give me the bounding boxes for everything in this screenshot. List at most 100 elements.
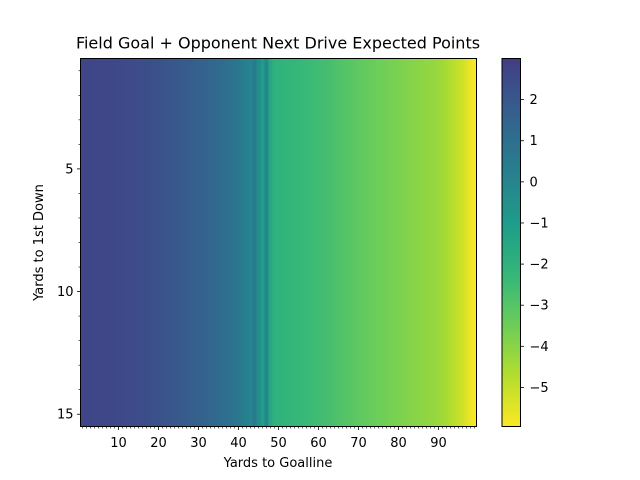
heatmap-column	[104, 58, 109, 427]
colorbar-tick-label: −1	[530, 216, 549, 231]
heatmap-column	[268, 58, 273, 427]
heatmap-column	[208, 58, 213, 427]
colorbar-tick-label: −3	[530, 299, 549, 314]
heatmap-column	[432, 58, 437, 427]
x-tick-label: 50	[270, 436, 287, 451]
x-tick-label: 20	[150, 436, 167, 451]
heatmap-column	[452, 58, 457, 427]
heatmap-column	[364, 58, 369, 427]
heatmap-column	[428, 58, 433, 427]
chart-title: Field Goal + Opponent Next Drive Expecte…	[76, 34, 480, 53]
heatmap-column	[316, 58, 321, 427]
heatmap-column	[200, 58, 205, 427]
heatmap-column	[380, 58, 385, 427]
heatmap-column	[96, 58, 101, 427]
heatmap-column	[308, 58, 313, 427]
heatmap-column	[388, 58, 393, 427]
heatmap-column	[256, 58, 261, 427]
heatmap-column	[224, 58, 229, 427]
heatmap-column	[120, 58, 125, 427]
heatmap-column	[156, 58, 161, 427]
heatmap-column	[152, 58, 157, 427]
heatmap-column	[288, 58, 293, 427]
heatmap-column	[92, 58, 97, 427]
heatmap-column	[176, 58, 181, 427]
heatmap-column	[396, 58, 401, 427]
heatmap-column	[180, 58, 185, 427]
heatmap-column	[244, 58, 249, 427]
x-tick-label: 90	[430, 436, 447, 451]
heatmap-column	[112, 58, 117, 427]
heatmap-column	[360, 58, 365, 427]
heatmap-column	[320, 58, 325, 427]
heatmap-column	[88, 58, 93, 427]
x-tick-label: 60	[310, 436, 327, 451]
x-tick-label: 80	[390, 436, 407, 451]
heatmap-column	[296, 58, 301, 427]
heatmap-column	[116, 58, 121, 427]
heatmap-column	[184, 58, 189, 427]
heatmap-column	[392, 58, 397, 427]
heatmap-column	[376, 58, 381, 427]
heatmap-column	[292, 58, 297, 427]
colorbar-tick-label: 1	[530, 134, 538, 149]
heatmap-column	[312, 58, 317, 427]
heatmap-column	[136, 58, 141, 427]
heatmap-column	[344, 58, 349, 427]
heatmap-column	[404, 58, 409, 427]
heatmap-column	[216, 58, 221, 427]
heatmap	[80, 58, 477, 427]
heatmap-column	[444, 58, 449, 427]
colorbar	[501, 58, 521, 427]
heatmap-column	[172, 58, 177, 427]
heatmap-column	[408, 58, 413, 427]
heatmap-column	[460, 58, 465, 427]
heatmap-column	[448, 58, 453, 427]
x-tick-label: 40	[230, 436, 247, 451]
heatmap-column	[260, 58, 265, 427]
heatmap-column	[220, 58, 225, 427]
heatmap-column	[368, 58, 373, 427]
heatmap-column	[252, 58, 257, 427]
colorbar-tick-label: −4	[530, 340, 549, 355]
heatmap-column	[272, 58, 277, 427]
y-tick-label: 5	[65, 162, 73, 177]
heatmap-column	[464, 58, 469, 427]
heatmap-column	[468, 58, 473, 427]
heatmap-column	[328, 58, 333, 427]
heatmap-column	[168, 58, 173, 427]
y-tick-label: 15	[57, 408, 74, 423]
heatmap-column	[400, 58, 405, 427]
heatmap-column	[352, 58, 357, 427]
x-axis-label: Yards to Goalline	[223, 456, 333, 471]
heatmap-column	[300, 58, 305, 427]
heatmap-column	[264, 58, 269, 427]
heatmap-column	[160, 58, 165, 427]
heatmap-column	[424, 58, 429, 427]
heatmap-column	[420, 58, 425, 427]
heatmap-column	[148, 58, 153, 427]
heatmap-column	[196, 58, 201, 427]
x-tick-label: 10	[110, 436, 127, 451]
heatmap-column	[472, 58, 477, 427]
heatmap-column	[144, 58, 149, 427]
heatmap-column	[412, 58, 417, 427]
x-axis: 10 20 30 40 50 60 70 80 90	[82, 426, 475, 451]
heatmap-column	[324, 58, 329, 427]
heatmap-column	[384, 58, 389, 427]
heatmap-column	[372, 58, 377, 427]
heatmap-column	[192, 58, 197, 427]
colorbar-tick-label: 2	[530, 93, 538, 108]
heatmap-column	[456, 58, 461, 427]
heatmap-column	[436, 58, 441, 427]
heatmap-column	[416, 58, 421, 427]
heatmap-column	[128, 58, 133, 427]
y-axis: 5 10 15	[57, 70, 81, 423]
colorbar-tick-label: −5	[530, 381, 549, 396]
heatmap-column	[356, 58, 361, 427]
heatmap-column	[440, 58, 445, 427]
heatmap-column	[280, 58, 285, 427]
heatmap-column	[100, 58, 105, 427]
heatmap-column	[124, 58, 129, 427]
